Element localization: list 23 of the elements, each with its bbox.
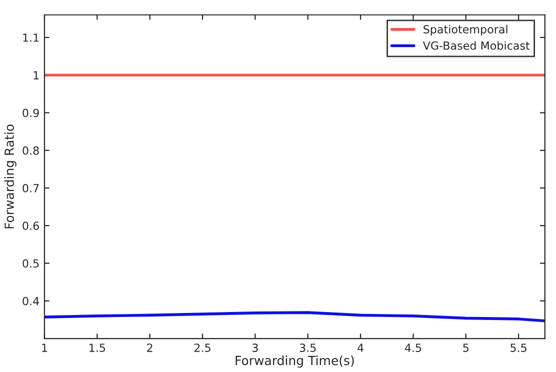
x-tick-label: 3.5 (300, 344, 316, 352)
x-tick-label: 5.5 (510, 344, 526, 352)
x-tick-label: 5 (463, 344, 468, 352)
x-axis-title: Forwarding Time(s) (236, 356, 354, 368)
y-tick-label: 0.8 (22, 146, 39, 155)
x-tick-label: 1 (42, 344, 47, 352)
x-tick-label: 1.5 (90, 344, 106, 352)
y-tick-label: 1 (34, 71, 39, 80)
y-axis-title: Forwarding Ratio (4, 124, 16, 228)
y-tick-label: 0.5 (22, 259, 39, 268)
y-tick-label: 0.4 (22, 296, 39, 306)
y-tick-label: 0.6 (22, 222, 39, 230)
x-tick-label: 3 (252, 344, 258, 352)
y-tick-label: 1.1 (23, 34, 39, 42)
x-tick-label: 4 (358, 344, 364, 352)
legend-label: VG-Based Mobicast (422, 41, 530, 50)
x-tick-label: 2.5 (194, 344, 210, 352)
x-tick-label: 4.5 (404, 344, 422, 352)
y-tick-label: 0.7 (22, 184, 39, 192)
y-tick-label: 0.9 (22, 108, 39, 118)
x-tick-label: 2 (147, 344, 152, 352)
legend-label: Spatiotemporal (424, 24, 508, 36)
line-series (44, 311, 545, 322)
